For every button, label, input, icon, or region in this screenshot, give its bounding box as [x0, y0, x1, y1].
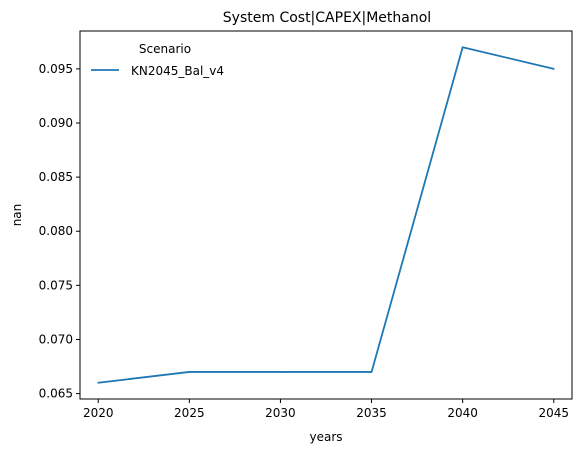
x-tick-label: 2045: [539, 406, 570, 420]
chart-title: System Cost|CAPEX|Methanol: [223, 10, 431, 26]
y-tick-label: 0.080: [39, 224, 73, 238]
x-tick-label: 2035: [356, 406, 387, 420]
y-tick-label: 0.085: [39, 170, 73, 184]
data-point: [279, 371, 282, 373]
legend: Scenario KN2045_Bal_v4: [91, 42, 224, 78]
x-tick-label: 2025: [174, 406, 205, 420]
x-tick-label: 2020: [83, 406, 114, 420]
y-tick-label: 0.075: [39, 278, 73, 292]
series-line: [98, 46, 554, 384]
plot-frame: [79, 30, 573, 400]
y-tick-label: 0.065: [39, 387, 73, 401]
y-tick-label: 0.070: [39, 332, 73, 346]
legend-title: Scenario: [139, 42, 191, 56]
data-point: [188, 371, 191, 373]
data-point: [552, 67, 555, 70]
y-axis-label: nan: [10, 204, 24, 227]
legend-entry-label: KN2045_Bal_v4: [131, 64, 224, 78]
plot-series: [97, 46, 555, 384]
y-tick-label: 0.090: [39, 116, 73, 130]
x-axis: 2020 2025 2030 2035 2040 2045: [83, 399, 569, 420]
y-tick-label: 0.095: [39, 62, 73, 76]
x-axis-label: years: [309, 430, 342, 444]
y-axis: 0.065 0.070 0.075 0.080 0.085 0.090 0.095: [39, 62, 80, 401]
x-tick-label: 2040: [447, 406, 478, 420]
x-tick-label: 2030: [265, 406, 296, 420]
data-point: [461, 46, 464, 49]
data-point: [97, 381, 100, 384]
data-point: [370, 371, 373, 373]
